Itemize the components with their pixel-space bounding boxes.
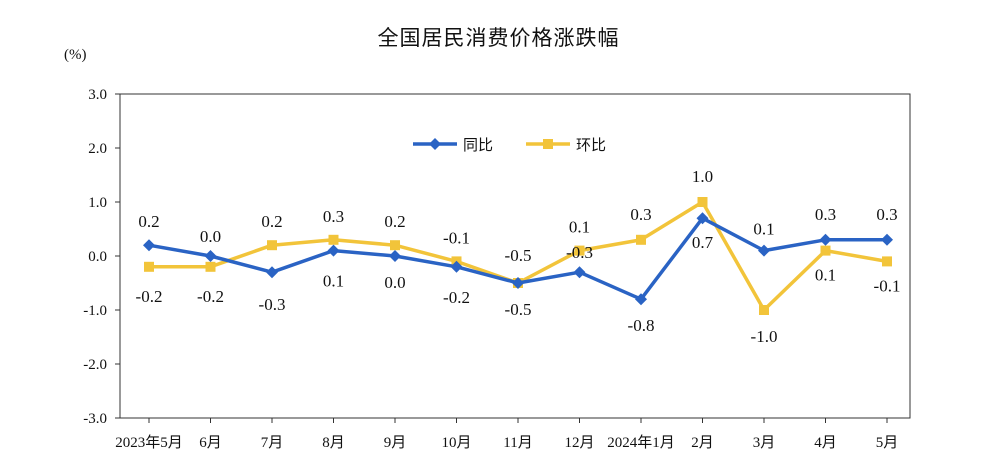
data-label-yoy: 0.3 (876, 205, 897, 224)
data-point-diamond (696, 212, 709, 225)
data-label-mom: 0.2 (261, 212, 282, 231)
data-point-diamond (450, 260, 463, 273)
data-label-yoy: 0.0 (384, 273, 405, 292)
data-point-diamond (327, 244, 340, 257)
y-tick-label: 0.0 (88, 249, 107, 265)
data-label-mom: 1.0 (692, 167, 713, 186)
y-tick-label: 2.0 (88, 141, 107, 157)
legend-marker-square (543, 139, 553, 149)
data-label-yoy: 0.7 (692, 233, 714, 252)
x-tick-label: 5月 (876, 435, 899, 451)
data-point-diamond (881, 233, 893, 246)
data-point-square (205, 261, 216, 272)
data-point-square (267, 240, 277, 251)
data-label-mom: 0.1 (815, 266, 836, 285)
data-point-diamond (512, 277, 524, 289)
legend-label: 同比 (463, 136, 493, 154)
y-axis-unit: (%) (64, 47, 87, 63)
data-point-diamond (143, 239, 155, 252)
chart-title: 全国居民消费价格涨跌幅 (377, 26, 620, 50)
data-point-square (144, 261, 154, 272)
data-label-mom: 0.2 (384, 212, 405, 231)
x-tick-label: 2024年1月 (607, 434, 675, 451)
y-tick-label: -2.0 (83, 357, 107, 373)
data-label-mom: -0.2 (136, 287, 163, 306)
data-label-yoy: -0.5 (505, 246, 532, 265)
data-label-mom: 0.1 (569, 218, 590, 237)
data-label-yoy: 0.3 (815, 205, 836, 224)
data-point-square (390, 240, 400, 251)
data-label-yoy: 0.2 (138, 212, 159, 231)
data-label-yoy: -0.3 (259, 295, 286, 314)
data-label-yoy: 0.1 (323, 272, 344, 291)
data-point-diamond (573, 266, 586, 279)
y-tick-label: 3.0 (88, 87, 107, 103)
y-tick-label: -1.0 (83, 303, 107, 319)
data-label-mom: -0.1 (443, 228, 470, 247)
x-tick-label: 6月 (199, 435, 222, 451)
data-label-mom: -1.0 (751, 327, 778, 346)
x-tick-label: 2月 (691, 435, 714, 451)
data-label-yoy: -0.3 (566, 243, 593, 262)
legend-label: 环比 (576, 136, 606, 154)
data-point-square (636, 234, 646, 245)
data-point-square (574, 245, 585, 256)
data-point-diamond (758, 244, 770, 257)
data-point-square (759, 305, 769, 315)
data-point-diamond (204, 250, 217, 262)
data-label-mom: -0.1 (874, 276, 901, 295)
x-tick-label: 7月 (261, 435, 284, 451)
y-tick-label: 1.0 (88, 195, 107, 211)
data-label-yoy: -0.2 (443, 288, 470, 307)
x-tick-label: 3月 (753, 435, 776, 451)
y-tick-label: -3.0 (83, 411, 107, 427)
x-tick-label: 9月 (384, 435, 407, 451)
x-tick-label: 2023年5月 (115, 434, 183, 451)
data-point-diamond (819, 233, 832, 246)
data-point-square (697, 197, 708, 207)
x-tick-label: 10月 (441, 435, 471, 451)
data-point-diamond (266, 266, 278, 279)
data-point-square (328, 234, 339, 245)
x-tick-label: 4月 (814, 435, 837, 451)
x-tick-label: 11月 (503, 435, 532, 451)
data-label-yoy: 0.1 (753, 220, 774, 239)
data-label-yoy: -0.8 (628, 316, 655, 335)
data-point-diamond (389, 250, 401, 262)
x-tick-label: 12月 (564, 435, 594, 451)
x-tick-label: 8月 (322, 435, 345, 451)
data-label-mom: -0.5 (505, 300, 532, 319)
legend-marker-diamond (429, 138, 441, 150)
data-point-square (820, 245, 831, 256)
data-label-yoy: 0.0 (200, 227, 221, 246)
data-label-mom: -0.2 (197, 287, 224, 306)
data-point-diamond (635, 293, 647, 306)
data-point-square (882, 256, 892, 267)
data-label-mom: 0.3 (323, 207, 344, 226)
data-label-mom: 0.3 (630, 205, 651, 224)
